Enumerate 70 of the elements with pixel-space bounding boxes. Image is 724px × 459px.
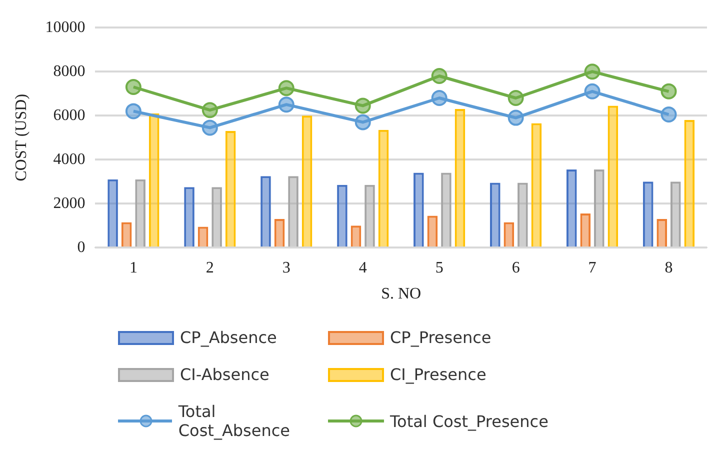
point xyxy=(431,68,448,84)
bar xyxy=(608,106,618,247)
x-tick-label: 3 xyxy=(282,259,290,276)
bar xyxy=(198,226,208,247)
bar xyxy=(274,219,285,247)
bar xyxy=(656,219,668,247)
x-tick-label: 1 xyxy=(129,259,138,276)
point xyxy=(354,98,371,114)
y-tick-label: 4000 xyxy=(53,150,86,168)
bar xyxy=(490,182,500,247)
bar xyxy=(642,182,654,247)
bar xyxy=(302,116,312,247)
bar xyxy=(260,176,271,247)
bar xyxy=(364,184,375,247)
bar xyxy=(337,184,348,247)
point xyxy=(278,96,294,113)
point xyxy=(660,83,677,100)
y-tick-label: 0 xyxy=(77,238,86,256)
x-tick-label: 8 xyxy=(664,259,673,276)
x-axis-title: S. NO xyxy=(381,286,422,303)
bar xyxy=(684,120,695,247)
bar xyxy=(504,222,514,247)
bar xyxy=(427,216,438,247)
point xyxy=(202,102,218,118)
point xyxy=(354,114,371,130)
legend-label: CP_Absence xyxy=(180,328,277,347)
bar xyxy=(184,187,194,247)
bar xyxy=(580,214,591,247)
bar xyxy=(378,130,389,247)
x-tick-label: 5 xyxy=(435,259,444,276)
bar xyxy=(148,113,160,247)
bar xyxy=(288,176,298,247)
point xyxy=(125,79,142,95)
point xyxy=(660,106,677,122)
y-tick-label: 6000 xyxy=(53,106,86,124)
bar xyxy=(454,109,466,247)
bar xyxy=(108,179,118,247)
bar xyxy=(414,172,424,247)
point xyxy=(584,64,600,80)
bar xyxy=(670,182,681,247)
y-tick-label: 10000 xyxy=(45,18,86,36)
bar xyxy=(350,226,362,247)
bar xyxy=(135,179,146,247)
bar xyxy=(594,170,604,247)
point xyxy=(508,110,524,126)
legend-label: Total Cost_Absence xyxy=(178,402,292,440)
legend-label: CI-Absence xyxy=(180,365,270,384)
x-tick-label: 6 xyxy=(512,259,520,276)
point xyxy=(202,120,218,136)
x-tick-label: 2 xyxy=(206,259,214,276)
point xyxy=(125,103,142,120)
y-tick-label: 8000 xyxy=(53,62,86,80)
bar xyxy=(531,123,542,247)
y-tick-label: 2000 xyxy=(53,194,86,212)
bar xyxy=(441,172,452,247)
bar xyxy=(121,222,132,247)
x-tick-label: 7 xyxy=(588,259,596,276)
point xyxy=(508,90,524,106)
bar xyxy=(566,170,577,247)
y-axis-title: COST (USD) xyxy=(12,94,30,182)
legend-label: Total Cost_Presence xyxy=(390,412,548,430)
x-tick-label: 4 xyxy=(358,259,367,276)
bar xyxy=(225,131,236,247)
point xyxy=(584,83,600,100)
point xyxy=(278,80,294,96)
legend-label: CI_Presence xyxy=(390,365,486,384)
legend-label: CP_Presence xyxy=(390,328,492,347)
bar xyxy=(212,187,222,247)
bar xyxy=(518,182,528,247)
point xyxy=(431,90,448,106)
